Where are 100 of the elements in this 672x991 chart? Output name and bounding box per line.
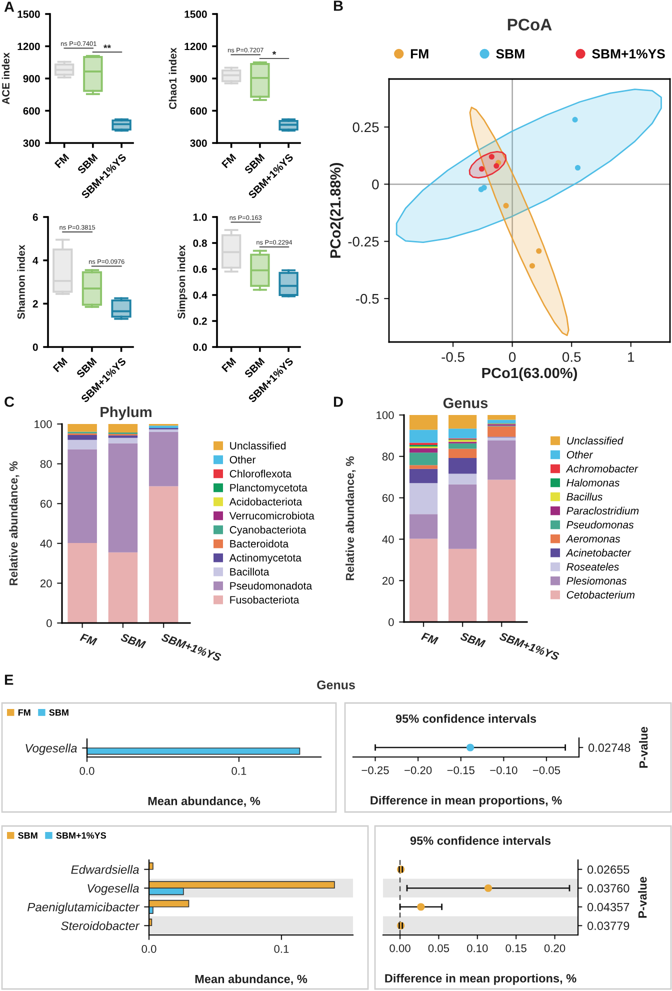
x-axis-title: Mean abundance, %: [148, 796, 260, 807]
legend-label: Aeromonas: [566, 535, 620, 543]
y-tick-label: 0: [372, 180, 379, 190]
y-tick-label: 0.02655: [587, 865, 630, 874]
y-tick-label: 100: [376, 411, 394, 420]
x-tick-label: SBM: [460, 632, 486, 648]
x-tick-label: −0.25: [362, 766, 389, 774]
x-tick-label: 0.0: [80, 767, 94, 775]
legend-label: Cetobacterium: [566, 590, 634, 599]
x-tick-label: FM: [80, 633, 98, 646]
y-axis-title: Relative abundance, %: [9, 461, 20, 586]
legend-label: Roseateles: [566, 562, 619, 571]
legend-label: Chloroflexota: [230, 470, 292, 478]
y-tick-label: 0.02748: [588, 744, 630, 752]
text: C: [4, 396, 14, 407]
legend-label: SBM: [496, 49, 524, 59]
legend-label: SBM+1%YS: [56, 832, 106, 839]
x-tick-label: −0.15: [447, 766, 474, 774]
legend-label: Acidobacteriota: [229, 498, 302, 506]
y-tick-label: 0.04357: [587, 902, 630, 912]
chart-title: Genus: [443, 398, 488, 408]
x-tick-label: 0: [508, 352, 516, 362]
y-tick-label: 6: [32, 214, 38, 221]
legend-label: Bacteroidota: [230, 540, 289, 548]
legend-label: Halomonas: [566, 478, 620, 486]
y-tick-label: 300: [190, 140, 207, 147]
text: D: [334, 396, 343, 407]
text: Genus: [317, 680, 355, 690]
y-tick-label: 2: [32, 300, 38, 308]
y-tick-label: 60: [382, 494, 394, 502]
y-tick-label: 0: [46, 619, 52, 628]
y-tick-label: 0.4: [193, 292, 208, 299]
legend-label: Pseudomonadota: [230, 582, 312, 590]
x-tick-label: 0.1: [274, 945, 289, 953]
legend-label: Paraclostridium: [566, 506, 639, 515]
y-tick-label: -0.25: [348, 236, 379, 247]
x-tick-label: 0.1: [232, 767, 246, 775]
y-tick-label: 0: [388, 618, 394, 626]
legend-label: Planctomycetota: [230, 484, 308, 494]
x-tick-label: FM: [52, 357, 68, 372]
legend-label: Other: [230, 456, 256, 464]
legend-label: Cyanobacteriota: [230, 526, 306, 536]
legend-label: Unclassified: [230, 442, 286, 450]
y-tick-label: 1.0: [193, 214, 207, 221]
y-tick-label: 0.03760: [587, 884, 630, 893]
x-tick-label: FM: [221, 357, 236, 372]
y-tick-label: 1500: [184, 10, 207, 18]
x-tick-label: 0.10: [467, 944, 488, 952]
y-tick-label: 20: [382, 576, 394, 585]
y-tick-label: 0.0: [193, 344, 207, 351]
y-tick-label: 40: [40, 540, 52, 548]
x-tick-label: SBM: [120, 633, 146, 649]
annotation: *: [272, 51, 276, 55]
y-tick-label: 1500: [18, 10, 40, 18]
y-tick-label: 0: [32, 344, 38, 351]
legend-label: Pseudomonas: [566, 520, 634, 529]
y-tick-label: Edwardsiella: [71, 864, 139, 874]
y-tick-label: Steroidobacter: [61, 921, 140, 930]
y-tick-label: Paeniglutamicibacter: [27, 902, 140, 914]
y-axis-title: Simpson index: [178, 245, 188, 319]
x-tick-label: 0.0: [142, 945, 156, 953]
y2-axis-title: P-value: [638, 876, 647, 918]
y-axis-title: Chao1 index: [168, 48, 176, 110]
x-tick-label: FM: [221, 153, 236, 168]
x-tick-label: 0.5: [562, 352, 581, 362]
y-tick-label: 600: [190, 107, 207, 115]
x-axis-title: Difference in mean proportions, %: [385, 974, 576, 985]
x-tick-label: 0.05: [428, 944, 450, 952]
y-axis-title: Shannon index: [17, 244, 25, 320]
chart-title: Phylum: [100, 406, 152, 420]
y-tick-label: Vogesella: [88, 884, 139, 896]
y-tick-label: 900: [190, 75, 207, 82]
chart-title: PCoA: [508, 18, 552, 31]
y-tick-label: Vogesella: [26, 744, 77, 755]
y-tick-label: 0.6: [193, 266, 207, 273]
text: B: [334, 0, 343, 11]
legend-label: Plesiomonas: [566, 576, 627, 585]
legend-label: Fusobacteriota: [230, 596, 300, 604]
chart-title: 95% confidence intervals: [396, 714, 536, 723]
legend-label: Bacillus: [566, 492, 602, 500]
legend-label: FM: [410, 49, 428, 58]
y-tick-label: 100: [34, 420, 52, 428]
y-tick-label: 0.03779: [587, 922, 630, 930]
y-tick-label: 60: [40, 500, 52, 508]
y-tick-label: 1200: [18, 42, 40, 50]
x-axis-title: Difference in mean proportions, %: [370, 796, 562, 807]
y-axis-title: Relative abundance, %: [346, 456, 356, 580]
x-tick-label: -0.5: [442, 352, 464, 362]
legend-label: SBM: [18, 832, 38, 839]
y-tick-label: 0.2: [193, 318, 207, 325]
y-axis-title: ACE index: [2, 52, 10, 104]
y-tick-label: 600: [23, 107, 40, 115]
x-tick-label: 1: [628, 352, 634, 362]
legend-label: SBM: [49, 709, 68, 716]
legend-label: Other: [566, 450, 594, 458]
x-tick-label: 0.15: [506, 944, 526, 952]
y-tick-label: 80: [382, 452, 394, 461]
legend-label: Verrucomicrobiota: [229, 512, 314, 520]
x-tick-label: 0.20: [544, 944, 566, 952]
annotation: **: [103, 44, 112, 48]
